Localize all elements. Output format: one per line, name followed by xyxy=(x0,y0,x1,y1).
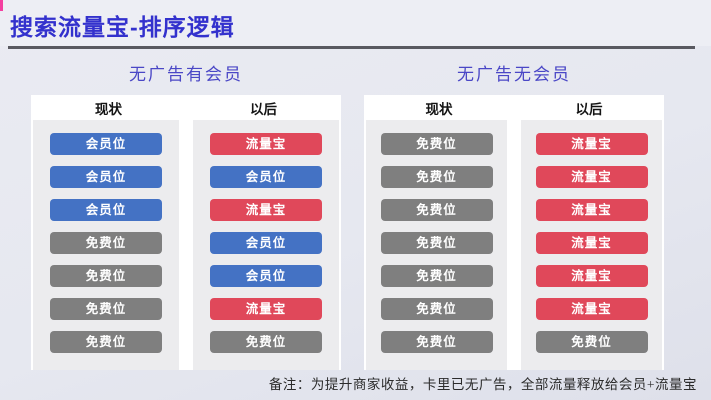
slot-pill-free: 免费位 xyxy=(380,133,493,155)
slot-pill-free: 免费位 xyxy=(50,298,162,320)
panel-body: 会员位 会员位 会员位 免费位 免费位 免费位 免费位 流量宝 会员位 流量宝 会员位 会员位 流量宝… xyxy=(31,120,341,370)
slot-pill-traffic: 流量宝 xyxy=(210,133,322,155)
slot-pill-traffic: 流量宝 xyxy=(535,133,648,155)
section-title-no-member: 无广告无会员 xyxy=(457,65,571,84)
slot-pill-traffic: 流量宝 xyxy=(535,232,648,254)
slot-pill-free: 免费位 xyxy=(210,331,322,353)
slot-pill-traffic: 流量宝 xyxy=(535,166,648,188)
slot-pill-member: 会员位 xyxy=(50,166,162,188)
column-future: 流量宝 流量宝 流量宝 流量宝 流量宝 流量宝 免费位 xyxy=(521,120,662,370)
slot-pill-free: 免费位 xyxy=(50,232,162,254)
section-panel-no-member: 现状 以后 免费位 免费位 免费位 免费位 免费位 免费位 免费位 流量宝 流量宝 流量宝 流量宝… xyxy=(364,95,664,370)
panel-body: 免费位 免费位 免费位 免费位 免费位 免费位 免费位 流量宝 流量宝 流量宝 流量宝 流量宝 流量宝… xyxy=(364,120,664,370)
title-band: 搜索流量宝-排序逻辑 xyxy=(0,0,711,46)
column-future: 流量宝 会员位 流量宝 会员位 会员位 流量宝 免费位 xyxy=(193,120,339,370)
slot-pill-traffic: 流量宝 xyxy=(535,298,648,320)
slot-pill-free: 免费位 xyxy=(380,298,493,320)
section-title-with-member: 无广告有会员 xyxy=(129,65,243,84)
slot-pill-free: 免费位 xyxy=(380,199,493,221)
slot-pill-free: 免费位 xyxy=(50,265,162,287)
slot-pill-free: 免费位 xyxy=(380,232,493,254)
slot-pill-free: 免费位 xyxy=(380,166,493,188)
slot-pill-free: 免费位 xyxy=(50,331,162,353)
column-headers: 现状 以后 xyxy=(364,95,664,120)
column-header-future: 以后 xyxy=(250,101,277,117)
slot-pill-free: 免费位 xyxy=(380,265,493,287)
section-panel-with-member: 现状 以后 会员位 会员位 会员位 免费位 免费位 免费位 免费位 流量宝 会员位 流量宝 会员位… xyxy=(31,95,341,370)
slot-pill-free: 免费位 xyxy=(380,331,493,353)
slot-pill-member: 会员位 xyxy=(210,166,322,188)
slot-pill-member: 会员位 xyxy=(210,265,322,287)
slot-pill-traffic: 流量宝 xyxy=(535,265,648,287)
slot-pill-member: 会员位 xyxy=(50,199,162,221)
footer-note: 备注：为提升商家收益，卡里已无广告，全部流量释放给会员+流量宝 xyxy=(268,377,697,392)
slot-pill-traffic: 流量宝 xyxy=(210,298,322,320)
column-header-current: 现状 xyxy=(95,101,122,117)
slot-pill-traffic: 流量宝 xyxy=(535,199,648,221)
page-title: 搜索流量宝-排序逻辑 xyxy=(10,14,235,40)
slot-pill-member: 会员位 xyxy=(210,232,322,254)
column-current: 会员位 会员位 会员位 免费位 免费位 免费位 免费位 xyxy=(33,120,179,370)
column-current: 免费位 免费位 免费位 免费位 免费位 免费位 免费位 xyxy=(366,120,507,370)
slot-pill-traffic: 流量宝 xyxy=(210,199,322,221)
column-headers: 现状 以后 xyxy=(31,95,341,120)
slot-pill-free: 免费位 xyxy=(535,331,648,353)
title-divider xyxy=(8,46,695,49)
slot-pill-member: 会员位 xyxy=(50,133,162,155)
column-header-future: 以后 xyxy=(575,101,603,117)
screen-edge-artifact xyxy=(0,0,3,11)
column-header-current: 现状 xyxy=(425,101,453,117)
